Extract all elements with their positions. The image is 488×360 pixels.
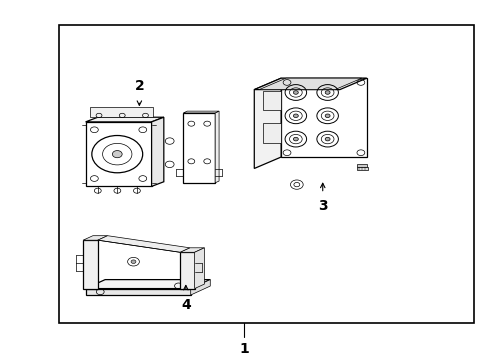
Polygon shape [254, 78, 366, 90]
Circle shape [293, 114, 298, 118]
Polygon shape [83, 240, 98, 289]
Polygon shape [281, 78, 366, 157]
Polygon shape [215, 111, 219, 183]
Polygon shape [85, 280, 210, 289]
Circle shape [131, 260, 136, 264]
Circle shape [293, 91, 298, 94]
Circle shape [325, 137, 329, 141]
Polygon shape [180, 252, 194, 289]
Polygon shape [85, 289, 190, 295]
Polygon shape [83, 236, 107, 240]
Polygon shape [180, 248, 204, 252]
Polygon shape [190, 280, 210, 295]
Bar [59, 25, 473, 323]
Bar [357, 164, 366, 167]
Bar [356, 167, 367, 170]
Polygon shape [85, 122, 151, 186]
Polygon shape [98, 236, 189, 252]
Circle shape [325, 91, 329, 94]
Text: 2: 2 [134, 79, 144, 93]
Text: 1: 1 [239, 342, 249, 356]
Polygon shape [254, 78, 281, 168]
Circle shape [112, 150, 122, 158]
Polygon shape [262, 123, 281, 143]
Polygon shape [183, 113, 215, 183]
Bar [90, 107, 153, 117]
Polygon shape [194, 248, 204, 289]
Polygon shape [151, 117, 163, 186]
Polygon shape [85, 117, 163, 122]
Polygon shape [183, 111, 219, 113]
Circle shape [325, 114, 329, 118]
Polygon shape [259, 78, 361, 90]
Circle shape [293, 137, 298, 141]
Polygon shape [262, 91, 281, 111]
Text: 3: 3 [317, 199, 327, 213]
Text: 4: 4 [181, 297, 190, 311]
